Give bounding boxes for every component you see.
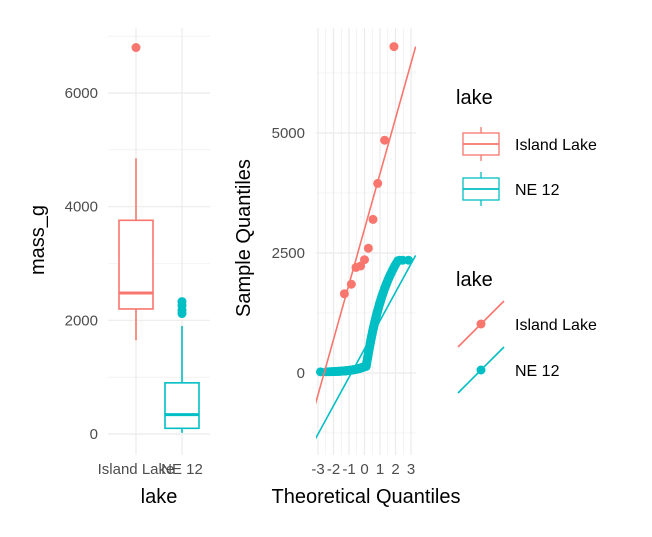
boxplot-y-tick-labels: 0 2000 4000 6000: [65, 85, 98, 443]
x-tick-label: 2: [391, 461, 399, 478]
island-lake-reference-line: [316, 46, 416, 405]
legend-key-ne12-box: [462, 172, 500, 206]
qq-marks: [316, 42, 416, 440]
y-tick-label: 4000: [65, 199, 98, 216]
island-lake-point: [389, 42, 399, 52]
y-tick-label: 0: [90, 426, 98, 443]
island-lake-point: [346, 279, 356, 289]
legend-key-island-lake-point: [457, 300, 505, 348]
boxplot-y-axis-title: mass_g: [27, 205, 49, 275]
y-tick-label: 2500: [272, 245, 305, 262]
outlier-point: [131, 43, 141, 53]
island-lake-point: [360, 255, 369, 265]
island-lake-point: [363, 243, 373, 253]
x-tick-label: 1: [376, 461, 384, 478]
box: [118, 219, 154, 310]
legend-label: NE 12: [515, 182, 560, 199]
legend-title: lake: [456, 87, 493, 109]
legend-key-island-lake-box: [462, 127, 500, 161]
y-tick-label: 5000: [272, 125, 305, 142]
legend-boxplot: lake Island Lake NE 12: [456, 87, 597, 206]
y-tick-label: 0: [297, 365, 305, 382]
boxplot-x-axis-title: lake: [141, 486, 178, 508]
legend-title: lake: [456, 269, 493, 291]
ne12-reference-line: [316, 255, 416, 440]
island-lake-point: [368, 214, 378, 224]
x-tick-label: -1: [342, 461, 355, 478]
x-tick-label: Island Lake: [98, 461, 175, 478]
ne12-point: [403, 255, 413, 265]
y-tick-label: 6000: [65, 85, 98, 102]
x-tick-label: NE 12: [161, 461, 203, 478]
island-lake-point: [339, 289, 349, 299]
legend-label: NE 12: [515, 363, 560, 380]
x-tick-label: -3: [311, 461, 324, 478]
qq-x-axis-title: Theoretical Quantiles: [272, 486, 461, 508]
qq-x-tick-labels: -3 -2 -1 0 1 2 3: [311, 461, 415, 478]
legend-key-ne12-point: [457, 346, 505, 394]
y-tick-label: 2000: [65, 312, 98, 329]
legend-label: Island Lake: [515, 137, 597, 154]
legend-label: Island Lake: [515, 317, 597, 334]
x-tick-label: 0: [360, 461, 368, 478]
island-lake-point: [373, 178, 383, 188]
outlier-point: [177, 297, 187, 307]
qq-gridlines: [316, 28, 416, 455]
legend-qq: lake Island Lake NE 12: [456, 269, 597, 394]
island-lake-point: [380, 135, 390, 145]
x-tick-label: -2: [327, 461, 340, 478]
x-tick-label: 3: [407, 461, 415, 478]
boxplot-marks: [118, 43, 200, 433]
box: [164, 382, 200, 430]
qq-y-axis-title: Sample Quantiles: [233, 159, 255, 317]
qq-y-tick-labels: 0 2500 5000: [272, 125, 305, 382]
